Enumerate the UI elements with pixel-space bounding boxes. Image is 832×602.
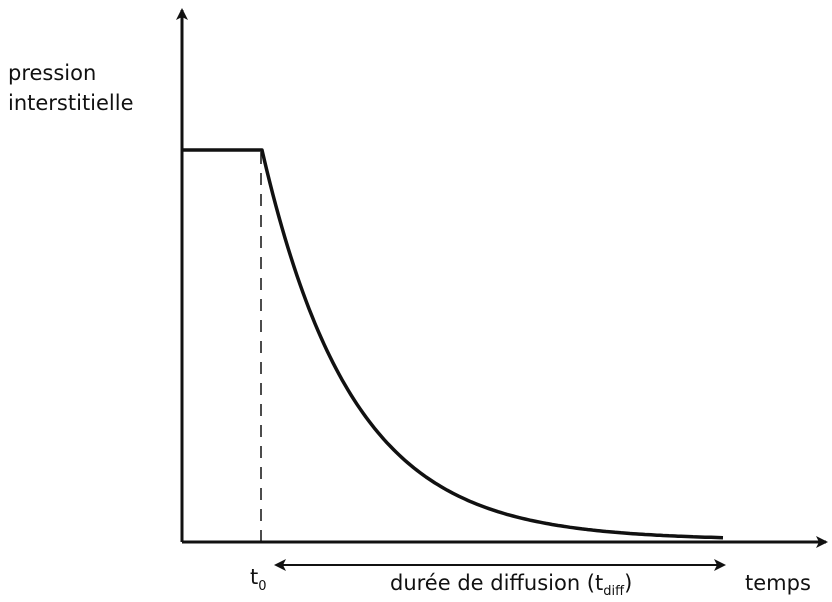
duration-label: durée de diffusion (tdiff) [390,571,632,599]
duration-after: ) [624,571,632,595]
pressure-curve [182,148,724,540]
x-axis-label: temps [745,571,811,595]
y-axis-label: interstitielle [8,91,134,115]
t0-main: t [250,565,258,589]
t0-label: t0 [250,565,267,594]
t0-sub: 0 [258,579,266,594]
y-axis-label: pression [8,61,96,85]
duration-before: durée de diffusion (t [390,571,603,595]
duration-sub: diff [603,584,625,599]
